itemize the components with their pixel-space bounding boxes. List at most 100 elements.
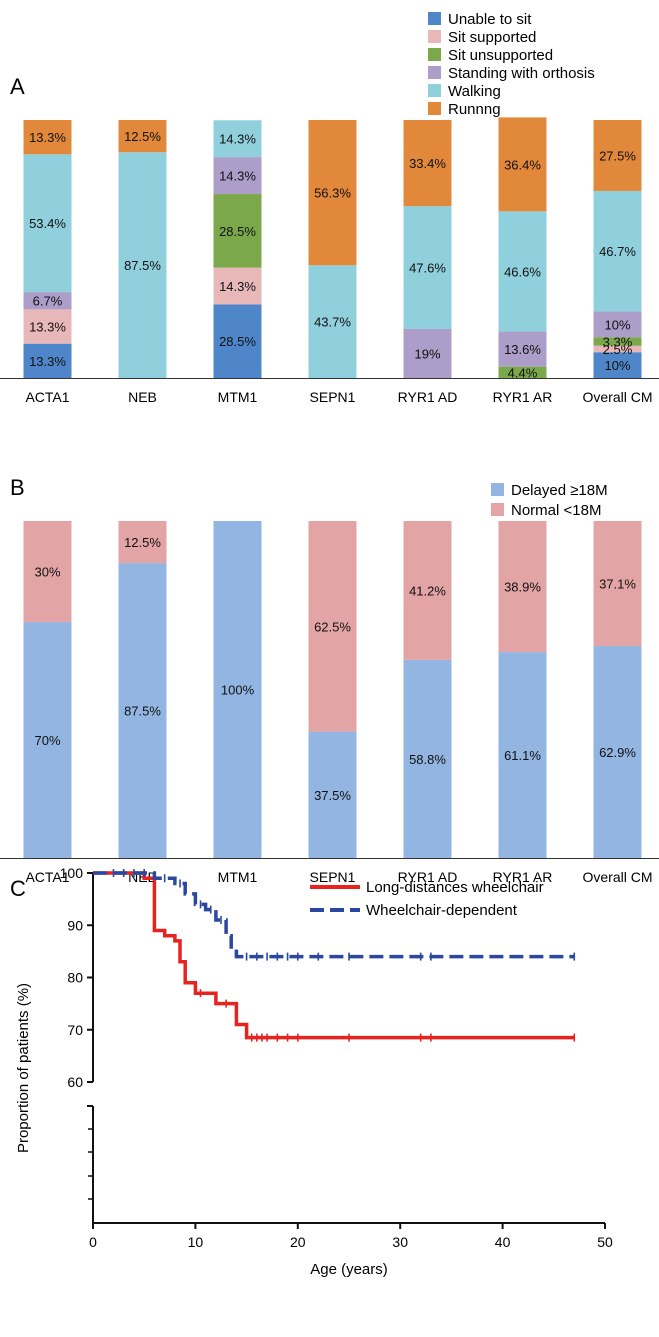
bar-acta1-unable-to-sit [23, 343, 72, 378]
data-label-acta1-normal-18m: 30% [34, 565, 60, 580]
legend-label-wheelchair-dependent: Wheelchair-dependent [366, 902, 518, 919]
bar-neb-walking [118, 152, 167, 378]
bar-ryr1-ar-walking [498, 211, 547, 332]
legend-label-normal-18m: Normal <18M [511, 502, 601, 519]
data-label-mtm1-standing-with-orthosis: 14.3% [219, 169, 256, 184]
data-label-ryr1-ad-walking: 47.6% [409, 261, 446, 276]
bar-acta1-normal-18m [23, 521, 72, 623]
bar-neb-normal-18m [118, 521, 167, 564]
data-label-ryr1-ad-standing-with-orthosis: 19% [414, 346, 440, 361]
bar-sepn1-delayed-18m [308, 731, 357, 858]
bar-mtm1-sit-supported [213, 267, 262, 305]
data-label-neb-normal-18m: 12.5% [124, 535, 161, 550]
bar-ryr1-ar-sit-unsupported [498, 366, 547, 378]
legend-swatch-unable-to-sit [428, 12, 441, 25]
legend-swatch-delayed-18m [491, 483, 504, 496]
legend-swatch-sit-supported [428, 30, 441, 43]
panel-letter-b: B [10, 475, 25, 500]
bar-overall-cm-unable-to-sit [593, 352, 642, 378]
legend-label-standing-with-orthosis: Standing with orthosis [448, 65, 595, 82]
chart-panel-c: 60 70 80 90 100 0 10 20 30 40 50 Age (years) Proport… [15, 865, 613, 1278]
legend-swatch-runnng [428, 102, 441, 115]
category-label-ryr1-ad: RYR1 AD [398, 869, 458, 885]
legend-label-unable-to-sit: Unable to sit [448, 11, 532, 28]
bar-overall-cm-sit-unsupported [593, 337, 642, 346]
y-tick-label-90: 90 [67, 917, 83, 933]
bar-mtm1-sit-unsupported [213, 194, 262, 268]
legend-label-sit-supported: Sit supported [448, 29, 536, 46]
category-label-mtm1: MTM1 [218, 869, 258, 885]
legend-label-delayed-18m: Delayed ≥18M [511, 482, 608, 499]
chart-panel-b: 70%30%ACTA187.5%12.5%NEB100%MTM137.5%62.… [0, 482, 659, 885]
bar-mtm1-unable-to-sit [213, 304, 262, 378]
bar-ryr1-ar-delayed-18m [498, 652, 547, 858]
data-label-acta1-standing-with-orthosis: 6.7% [33, 294, 63, 309]
x-tick-label-10: 10 [188, 1234, 204, 1250]
bar-mtm1-standing-with-orthosis [213, 157, 262, 195]
bar-mtm1-delayed-18m [213, 521, 262, 858]
data-label-sepn1-walking: 43.7% [314, 315, 351, 330]
data-label-ryr1-ar-walking: 46.6% [504, 264, 541, 279]
bar-ryr1-ad-delayed-18m [403, 659, 452, 858]
data-label-ryr1-ar-delayed-18m: 61.1% [504, 748, 541, 763]
category-label-sepn1: SEPN1 [310, 389, 356, 405]
legend-swatch-walking [428, 84, 441, 97]
bar-acta1-runnng [23, 120, 72, 155]
data-label-mtm1-sit-unsupported: 28.5% [219, 224, 256, 239]
data-label-ryr1-ad-delayed-18m: 58.8% [409, 752, 446, 767]
bar-overall-cm-delayed-18m [593, 646, 642, 858]
data-label-ryr1-ad-runnng: 33.4% [409, 156, 446, 171]
panel-letter-a: A [10, 74, 25, 99]
data-label-sepn1-normal-18m: 62.5% [314, 619, 351, 634]
bar-mtm1-walking [213, 120, 262, 158]
bar-ryr1-ar-runnng [498, 117, 547, 212]
data-label-overall-cm-standing-with-orthosis: 10% [604, 317, 630, 332]
data-label-ryr1-ar-standing-with-orthosis: 13.6% [504, 342, 541, 357]
data-label-mtm1-walking: 14.3% [219, 132, 256, 147]
bar-overall-cm-runnng [593, 120, 642, 191]
legend-swatch-sit-unsupported [428, 48, 441, 61]
category-label-acta1: ACTA1 [25, 869, 69, 885]
bar-overall-cm-sit-supported [593, 345, 642, 353]
category-label-mtm1: MTM1 [218, 389, 258, 405]
bar-acta1-delayed-18m [23, 622, 72, 858]
data-label-ryr1-ad-normal-18m: 41.2% [409, 583, 446, 598]
bar-overall-cm-walking [593, 190, 642, 312]
data-label-overall-cm-delayed-18m: 62.9% [599, 745, 636, 760]
data-label-mtm1-delayed-18m: 100% [221, 683, 255, 698]
legend-label-sit-unsupported: Sit unsupported [448, 47, 553, 64]
bar-ryr1-ar-standing-with-orthosis [498, 331, 547, 367]
data-label-sepn1-delayed-18m: 37.5% [314, 788, 351, 803]
bar-acta1-walking [23, 154, 72, 293]
bar-sepn1-runnng [308, 120, 357, 266]
legend-swatch-standing-with-orthosis [428, 66, 441, 79]
bar-ryr1-ad-standing-with-orthosis [403, 328, 452, 378]
category-label-acta1: ACTA1 [25, 389, 69, 405]
bar-neb-runnng [118, 120, 167, 153]
legend-swatch-normal-18m [491, 503, 504, 516]
y-tick-label-80: 80 [67, 970, 83, 986]
bar-ryr1-ad-normal-18m [403, 521, 452, 660]
bar-neb-delayed-18m [118, 563, 167, 858]
data-label-neb-runnng: 12.5% [124, 129, 161, 144]
bar-overall-cm-standing-with-orthosis [593, 311, 642, 338]
data-label-ryr1-ar-sit-unsupported: 4.4% [508, 365, 538, 380]
bar-ryr1-ar-normal-18m [498, 521, 547, 653]
data-label-sepn1-runnng: 56.3% [314, 186, 351, 201]
data-label-overall-cm-unable-to-sit: 10% [604, 358, 630, 373]
data-label-ryr1-ar-runnng: 36.4% [504, 157, 541, 172]
chart-panel-a: 13.3% 13.3% 6.7% 53.4% 13.3% ACTA1 87.5% 12.5% N… [0, 11, 659, 405]
data-label-overall-cm-sit-unsupported: 3.3% [603, 334, 633, 349]
bar-ryr1-ad-runnng [403, 120, 452, 207]
x-tick-label-50: 50 [597, 1234, 613, 1250]
x-tick-label-40: 40 [495, 1234, 511, 1250]
data-label-acta1-sit-supported: 13.3% [29, 320, 66, 335]
data-label-neb-delayed-18m: 87.5% [124, 704, 161, 719]
category-label-ryr1-ad: RYR1 AD [398, 389, 458, 405]
data-label-ryr1-ar-normal-18m: 38.9% [504, 580, 541, 595]
series-line-long-distances-wheelchair [93, 871, 575, 1040]
data-label-overall-cm-walking: 46.7% [599, 244, 636, 259]
category-label-ryr1-ar: RYR1 AR [493, 389, 553, 405]
category-label-overall-cm: Overall CM [582, 389, 652, 405]
